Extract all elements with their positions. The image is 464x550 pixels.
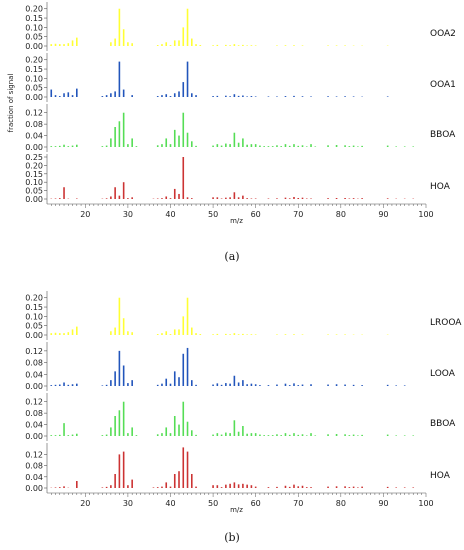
panel-ooa2: 0.200.150.100.050.00 OOA2 — [25, 2, 456, 51]
y-tick-label: 0.20 — [25, 161, 43, 170]
y-tick-label: 0.08 — [25, 409, 43, 418]
x-tick-label: 30 — [123, 210, 133, 219]
y-tick-label: 0.00 — [25, 195, 43, 204]
y-tick-label: 0.00 — [25, 331, 43, 340]
y-tick-label: 0.04 — [25, 370, 43, 379]
y-tick-label: 0.05 — [25, 322, 43, 331]
factor-name: HOA — [430, 471, 451, 481]
x-axis-label: m/z — [230, 217, 243, 225]
factor-name: HOA — [430, 182, 451, 192]
panel-hoa: 0.250.200.150.100.050.00 HOA — [25, 153, 451, 204]
y-tick-label: 0.04 — [25, 132, 43, 141]
x-tick-label: 80 — [336, 210, 346, 219]
y-tick-label: 0.25 — [25, 153, 43, 162]
y-tick-label: 0.10 — [25, 74, 43, 83]
x-tick-label: 100 — [418, 499, 433, 508]
figure-caption: (a) — [224, 250, 239, 263]
panel-looa: 0.12 0.08 0.04 0.00 LOOA — [25, 342, 456, 391]
x-tick-label: 20 — [80, 210, 90, 219]
y-tick-label: 0.08 — [25, 462, 43, 471]
y-tick-label: 0.08 — [25, 359, 43, 368]
y-tick-label: 0.00 — [25, 382, 43, 391]
factor-name: BBOA — [430, 419, 456, 429]
panel-hoa: 0.12 0.08 0.04 0.00 HOA — [25, 443, 451, 493]
panel-bboa: 0.12 0.08 0.04 0.00 BBOA — [25, 104, 456, 152]
y-tick-label: 0.00 — [25, 432, 43, 441]
y-tick-label: 0.04 — [25, 473, 43, 482]
panel-ooa1: 0.200.150.100.050.00 OOA1 — [25, 53, 456, 102]
x-tick-label: 40 — [165, 210, 175, 219]
y-tick-label: 0.12 — [25, 109, 43, 118]
x-tick-label: 60 — [251, 499, 261, 508]
y-tick-label: 0.15 — [25, 170, 43, 179]
x-tick-label: 20 — [80, 499, 90, 508]
x-tick-label: 40 — [165, 499, 175, 508]
y-tick-label: 0.10 — [25, 23, 43, 32]
x-axis-label: m/z — [230, 506, 243, 514]
x-tick-label: 50 — [208, 210, 218, 219]
y-tick-label: 0.10 — [25, 312, 43, 321]
y-tick-label: 0.05 — [25, 84, 43, 93]
panel-lrooa: 0.200.150.100.050.00 LROOA — [25, 291, 462, 340]
y-tick-label: 0.15 — [25, 65, 43, 74]
x-tick-label: 70 — [293, 499, 303, 508]
y-tick-label: 0.08 — [25, 120, 43, 129]
factor-name: LROOA — [430, 318, 462, 328]
y-tick-label: 0.20 — [25, 294, 43, 303]
y-tick-label: 0.20 — [25, 56, 43, 65]
y-tick-label: 0.15 — [25, 303, 43, 312]
factor-name: OOA2 — [430, 29, 456, 39]
chart-b: 0.200.150.100.050.00LROOA0.120.080.040.0… — [25, 291, 462, 544]
y-tick-label: 0.12 — [25, 347, 43, 356]
factor-name: LOOA — [430, 369, 456, 379]
factor-name: OOA1 — [430, 80, 456, 90]
y-tick-label: 0.00 — [25, 93, 43, 102]
y-tick-label: 0.00 — [25, 143, 43, 152]
y-tick-label: 0.00 — [25, 484, 43, 493]
y-tick-label: 0.05 — [25, 187, 43, 196]
y-tick-label: 0.15 — [25, 14, 43, 23]
x-tick-label: 80 — [336, 499, 346, 508]
x-tick-label: 50 — [208, 499, 218, 508]
y-tick-label: 0.05 — [25, 33, 43, 42]
y-tick-label: 0.12 — [25, 450, 43, 459]
factor-name: BBOA — [430, 130, 456, 140]
y-tick-label: 0.12 — [25, 398, 43, 407]
x-tick-label: 100 — [418, 210, 433, 219]
y-tick-label: 0.10 — [25, 178, 43, 187]
y-tick-label: 0.00 — [25, 42, 43, 51]
y-tick-label: 0.20 — [25, 5, 43, 14]
x-tick-label: 60 — [251, 210, 261, 219]
x-tick-label: 30 — [123, 499, 133, 508]
x-tick-label: 90 — [378, 499, 388, 508]
y-axis-label: fraction of signal — [7, 74, 15, 133]
x-tick-label: 90 — [378, 210, 388, 219]
panel-bboa: 0.12 0.08 0.04 0.00 BBOA — [25, 393, 456, 441]
figure-caption: (b) — [224, 531, 240, 544]
y-tick-label: 0.04 — [25, 421, 43, 430]
x-tick-label: 70 — [293, 210, 303, 219]
chart-a: 0.200.150.100.050.00OOA20.200.150.100.05… — [7, 2, 456, 263]
